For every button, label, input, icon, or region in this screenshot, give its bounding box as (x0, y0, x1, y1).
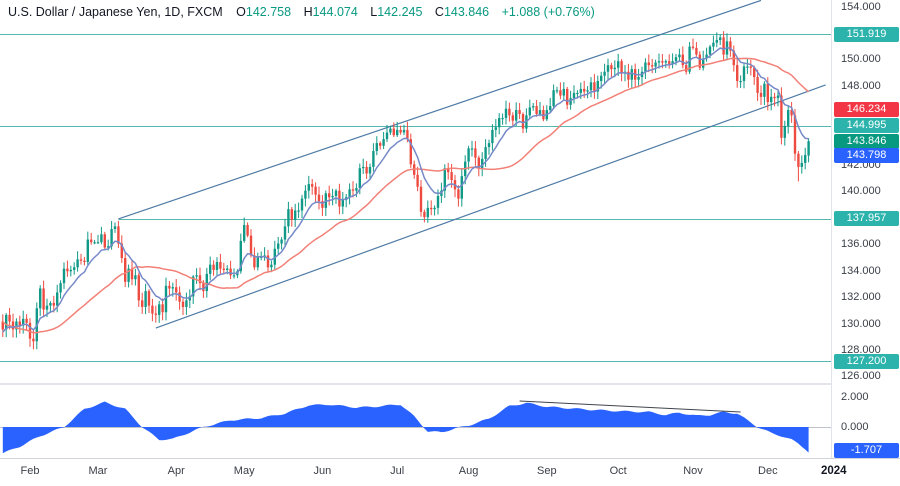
month-label-dec: Dec (758, 465, 778, 477)
price-badge-143.846: 143.846 (834, 133, 899, 149)
price-tick-label: 132.000 (841, 291, 881, 304)
price-badge-143.798: 143.798 (834, 147, 899, 163)
price-tick-label: 136.000 (841, 238, 881, 251)
month-label-feb: Feb (20, 465, 40, 477)
indicator-tick-label: 0.000 (841, 420, 869, 433)
price-tick-label: 128.000 (841, 344, 881, 357)
ohlc-close: C143.846 (434, 5, 490, 19)
price-badge-146.234: 146.234 (834, 102, 899, 118)
price-tick-label: 140.000 (841, 185, 881, 198)
month-label-mar: Mar (88, 465, 108, 477)
month-label-apr: Apr (167, 465, 185, 477)
price-badge-127.200: 127.200 (834, 353, 899, 369)
price-tick-label: 126.000 (841, 370, 881, 383)
pane-separator[interactable] (0, 383, 900, 385)
indicator-value-badge: -1.707 (834, 443, 899, 458)
month-label-nov: Nov (683, 465, 703, 477)
month-label-may: May (233, 465, 255, 477)
price-badge-137.957: 137.957 (834, 211, 899, 227)
month-label-sep: Sep (537, 465, 557, 477)
price-tick-label: 148.000 (841, 79, 881, 92)
symbol-header[interactable]: U.S. Dollar / Japanese Yen, 1D, FXCM O14… (8, 5, 595, 19)
symbol-title[interactable]: U.S. Dollar / Japanese Yen, 1D, FXCM (8, 5, 223, 19)
price-axis[interactable]: 154.000 150.000 148.000 142.000 140.000 136.0… (831, 0, 900, 463)
price-tick-label: 150.000 (841, 53, 881, 66)
price-tick-label: 130.000 (841, 317, 881, 330)
change-value: +1.088 (+0.76%) (501, 5, 595, 19)
price-badge-144.995: 144.995 (834, 118, 899, 134)
month-label-aug: Aug (458, 465, 479, 477)
price-badge-151.919: 151.919 (834, 26, 899, 42)
month-label-oct: Oct (609, 465, 627, 477)
indicator-tick-label: 2.000 (841, 390, 869, 403)
month-label-jun: Jun (313, 465, 332, 477)
time-axis[interactable]: Feb Mar Apr May Jun Jul Aug Sep Oct Nov Dec 2024 (0, 458, 900, 486)
year-label: 2024 (821, 465, 847, 477)
month-label-jul: Jul (390, 465, 405, 477)
ohlc-open: O142.758 (236, 5, 292, 19)
price-chart-canvas[interactable] (0, 0, 831, 458)
price-tick-label: 154.000 (841, 0, 881, 13)
ohlc-low: L142.245 (370, 5, 423, 19)
ohlc-high: H144.074 (303, 5, 358, 19)
price-tick-label: 134.000 (841, 264, 881, 277)
